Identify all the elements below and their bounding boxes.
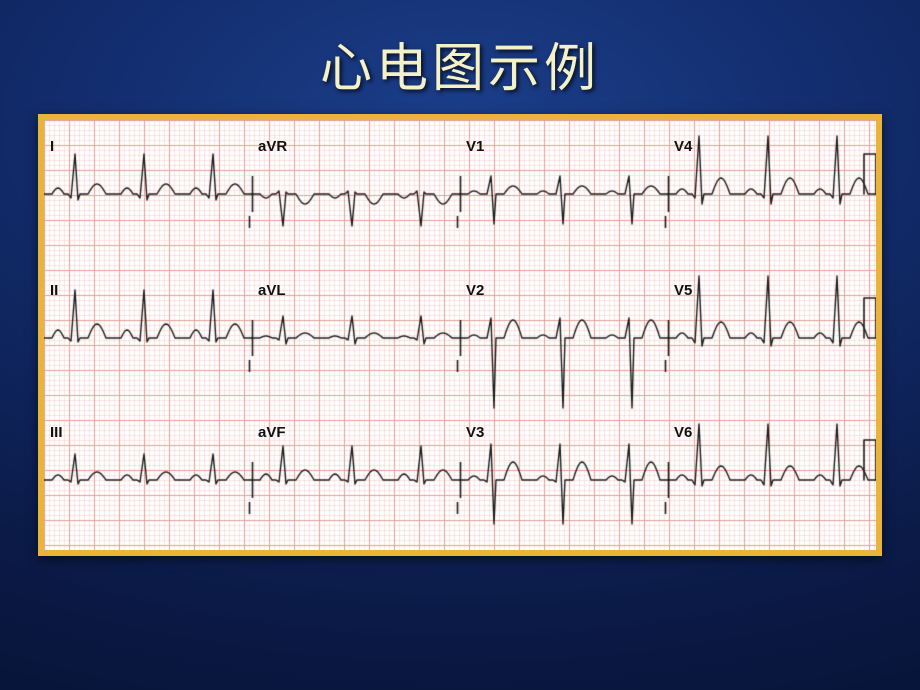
- ecg-frame: IaVRV1V4IIaVLV2V5IIIaVFV3V6: [38, 114, 882, 556]
- ecg-canvas: [44, 120, 876, 550]
- slide-title: 心电图示例: [0, 0, 920, 101]
